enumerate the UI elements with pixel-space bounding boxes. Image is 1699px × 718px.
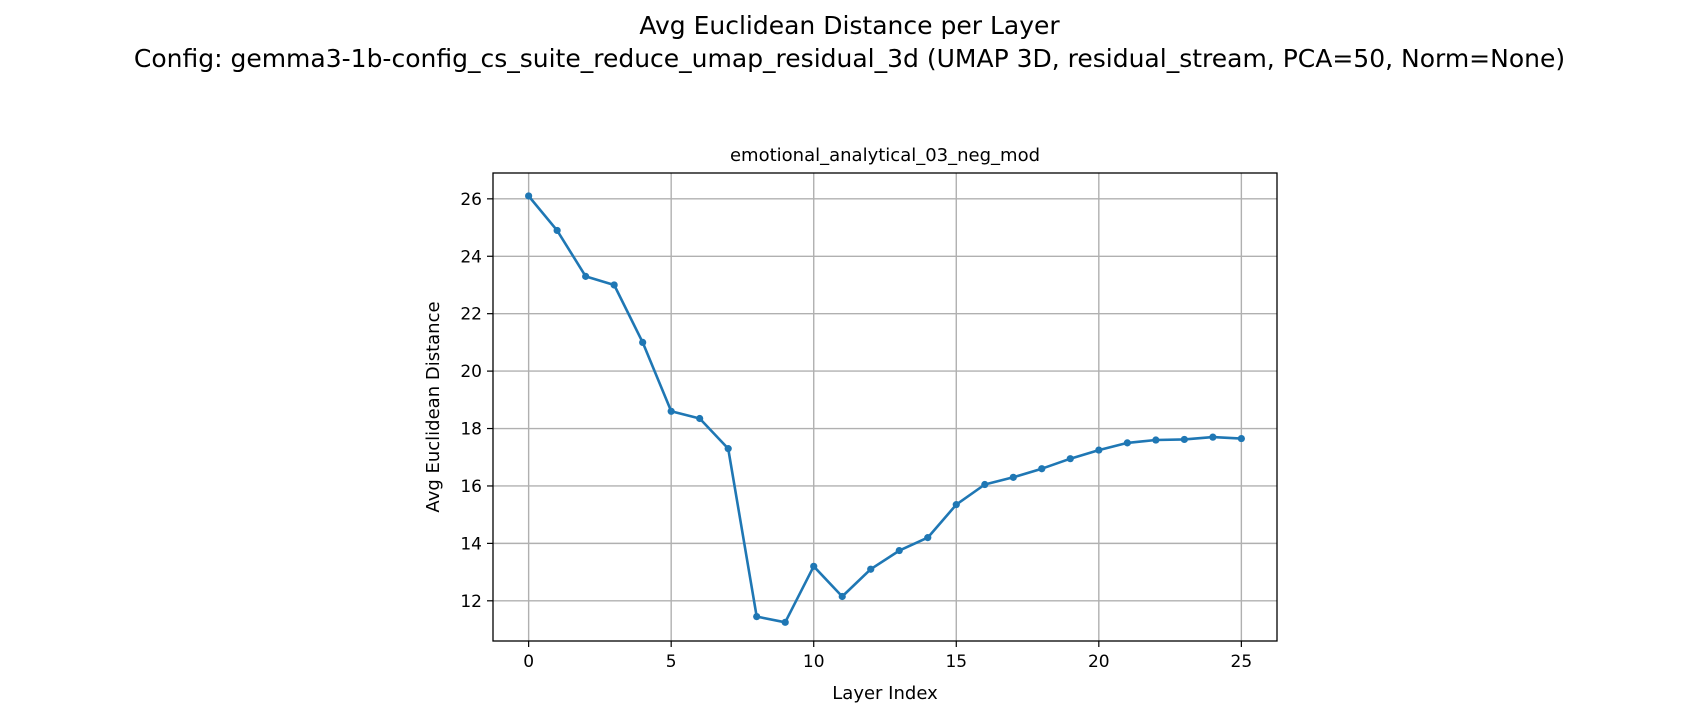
data-point [610, 281, 618, 289]
data-point [952, 501, 960, 509]
y-tick-label: 20 [460, 362, 482, 382]
x-tick-label: 25 [1231, 652, 1253, 672]
data-point [582, 272, 590, 280]
y-tick-label: 26 [460, 190, 482, 210]
x-tick-label: 0 [523, 652, 534, 672]
data-point [1123, 439, 1131, 447]
data-point [639, 338, 647, 346]
data-point [895, 546, 903, 555]
data-point [781, 618, 789, 626]
data-point [924, 534, 932, 542]
data-point [1180, 435, 1188, 444]
data-point [1209, 433, 1217, 441]
grid [493, 173, 1277, 641]
y-tick-label: 22 [460, 305, 482, 325]
data-point [867, 565, 875, 573]
y-tick-label: 16 [460, 477, 482, 497]
series-line [525, 192, 1245, 626]
data-point [553, 226, 561, 235]
data-point [753, 612, 761, 621]
data-point [810, 562, 818, 570]
figure-title: Avg Euclidean Distance per Layer [639, 11, 1060, 40]
data-point [1066, 455, 1074, 463]
data-point [1237, 434, 1245, 443]
data-point [1095, 446, 1103, 454]
ticks: 0 5 10 15 20 25 12 14 16 18 20 22 24 26 [460, 190, 1252, 672]
y-tick-label: 12 [460, 592, 482, 612]
series-path [527, 195, 1242, 624]
data-point [838, 592, 846, 601]
x-tick-label: 20 [1088, 652, 1110, 672]
data-point [1038, 465, 1046, 473]
data-point [525, 192, 533, 200]
axes-title: emotional_analytical_03_neg_mod [730, 145, 1040, 166]
x-tick-label: 5 [666, 652, 677, 672]
x-axis-label: Layer Index [832, 683, 938, 704]
data-point [724, 445, 732, 453]
data-point [696, 414, 704, 423]
data-point [1152, 436, 1160, 444]
data-point [667, 407, 675, 415]
figure-subtitle: Config: gemma3-1b-config_cs_suite_reduce… [133, 44, 1566, 73]
data-point [1009, 473, 1017, 481]
axes-frame [492, 172, 1278, 642]
y-tick-label: 18 [460, 420, 482, 440]
x-tick-label: 10 [803, 652, 825, 672]
y-axis-label: Avg Euclidean Distance [423, 301, 444, 512]
data-point [981, 480, 989, 489]
y-tick-label: 24 [460, 247, 482, 267]
x-tick-label: 15 [945, 652, 967, 672]
y-tick-label: 14 [460, 534, 482, 554]
